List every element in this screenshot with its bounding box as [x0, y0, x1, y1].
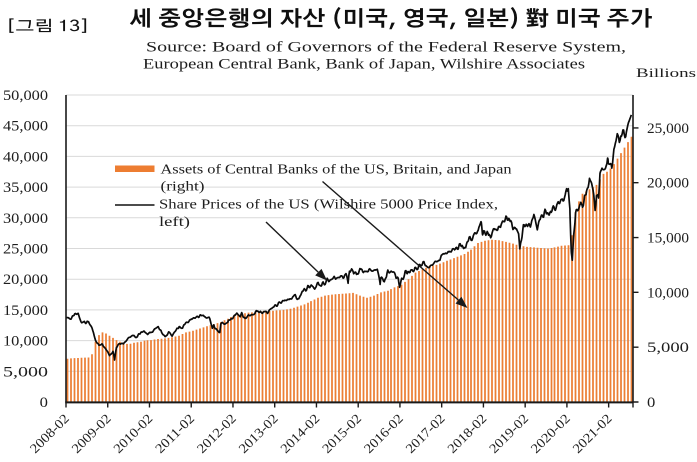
- svg-text:30,000: 30,000: [3, 211, 48, 227]
- svg-text:0: 0: [647, 395, 655, 411]
- svg-text:15,000: 15,000: [647, 231, 689, 247]
- svg-text:35,000: 35,000: [3, 180, 48, 196]
- svg-text:European Central Bank, Bank of: European Central Bank, Bank of Japan, Wi…: [143, 57, 585, 73]
- svg-text:10,000: 10,000: [3, 334, 48, 350]
- svg-text:50,000: 50,000: [3, 88, 48, 104]
- svg-text:Share Prices of the US (Wilshi: Share Prices of the US (Wilshire 5000 Pr…: [159, 197, 498, 212]
- svg-text:25,000: 25,000: [647, 121, 689, 137]
- svg-text:left): left): [159, 214, 190, 229]
- svg-text:5,000: 5,000: [3, 364, 48, 380]
- svg-text:40,000: 40,000: [3, 149, 48, 165]
- svg-text:20,000: 20,000: [3, 272, 48, 288]
- svg-text:20,000: 20,000: [647, 176, 689, 192]
- svg-text:0: 0: [40, 395, 48, 411]
- svg-text:10,000: 10,000: [647, 285, 689, 301]
- svg-text:15,000: 15,000: [3, 303, 48, 319]
- svg-text:5,000: 5,000: [647, 340, 689, 356]
- svg-text:Billions: Billions: [636, 66, 696, 80]
- svg-text:45,000: 45,000: [3, 119, 48, 135]
- svg-text:Source: Board of Governors of: Source: Board of Governors of the Federa…: [146, 40, 626, 56]
- svg-text:25,000: 25,000: [3, 242, 48, 258]
- svg-text:(right): (right): [161, 179, 205, 194]
- svg-text:Assets of Central Banks of the: Assets of Central Banks of the US, Brita…: [161, 162, 512, 177]
